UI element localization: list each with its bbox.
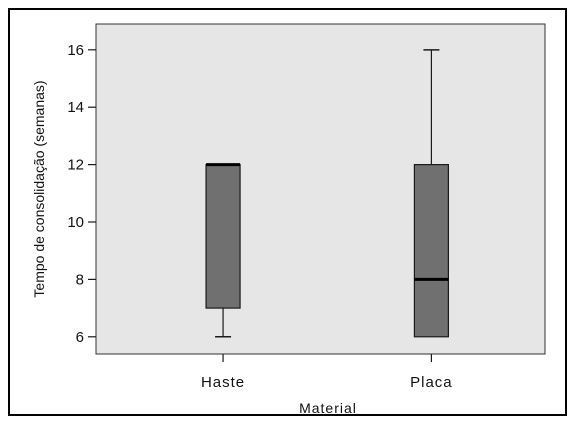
box (413, 164, 450, 338)
plot-area (95, 23, 546, 355)
y-tick-label: 16 (67, 42, 84, 59)
x-tick-label: Placa (410, 374, 453, 391)
box (205, 164, 241, 309)
y-tick-label: 8 (76, 271, 84, 288)
boxes-layer (205, 49, 450, 338)
x-axis-title: Material (299, 400, 357, 416)
y-axis: 6 8 10 12 14 16 (67, 42, 96, 346)
y-axis-title: Tempo de consolidação (semanas) (31, 80, 47, 297)
box-group-placa (413, 49, 450, 338)
box-group-haste (205, 163, 241, 338)
y-tick-label: 14 (67, 99, 84, 116)
y-tick-label: 12 (67, 157, 84, 174)
y-tick-label: 10 (67, 214, 84, 231)
x-axis: Haste Placa (201, 354, 453, 391)
y-tick-label: 6 (76, 329, 84, 346)
x-tick-label: Haste (201, 374, 245, 391)
